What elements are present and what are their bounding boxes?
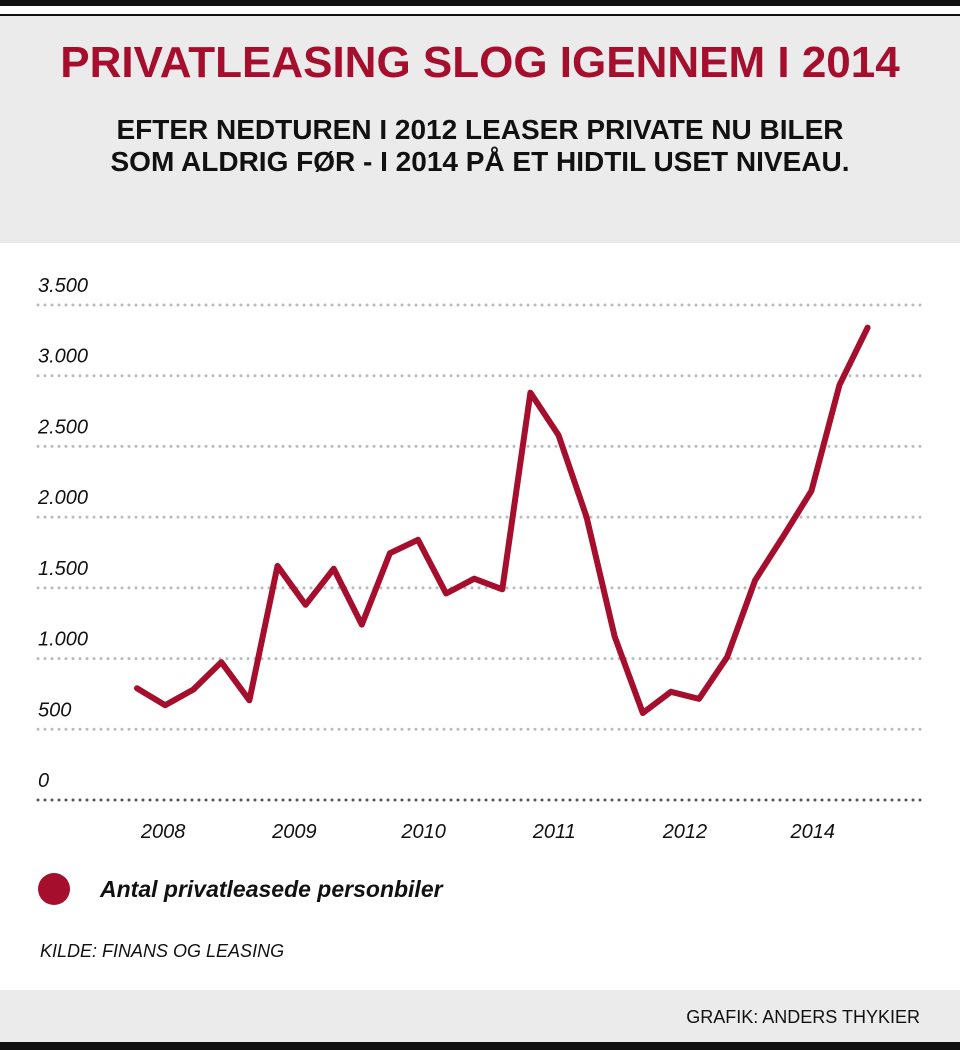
y-tick-label: 0 xyxy=(38,770,49,792)
graphic-credit: GRAFIK: ANDERS THYKIER xyxy=(686,1007,920,1027)
bottom-rule xyxy=(0,1042,960,1050)
legend-label: Antal privatleasede personbiler xyxy=(100,875,443,902)
y-tick-label: 3.500 xyxy=(38,275,88,297)
y-tick-label: 1.000 xyxy=(38,629,88,651)
x-tick-label: 2014 xyxy=(790,821,836,843)
x-tick-label: 2012 xyxy=(662,821,708,843)
source-note: KILDE: FINANS OG LEASING xyxy=(40,941,285,961)
y-tick-label: 2.000 xyxy=(37,487,88,509)
footer-panel: GRAFIK: ANDERS THYKIER xyxy=(0,990,960,1042)
line-chart: 0 500 1.000 1.500 2.000 2.500 3.000 3.500 2008 20… xyxy=(36,275,924,843)
x-tick-label: 2008 xyxy=(140,821,186,843)
y-tick-label: 3.000 xyxy=(38,346,88,368)
x-tick-label: 2009 xyxy=(271,821,317,843)
y-tick-label: 500 xyxy=(38,699,71,721)
y-tick-label: 1.500 xyxy=(38,558,88,580)
chart-subtitle: EFTER NEDTUREN I 2012 LEASER PRIVATE NU … xyxy=(110,114,850,177)
top-rule xyxy=(0,0,960,14)
x-tick-label: 2011 xyxy=(532,821,576,843)
legend-marker xyxy=(38,873,70,905)
y-tick-label: 2.500 xyxy=(37,416,88,438)
x-tick-label: 2010 xyxy=(400,821,446,843)
chart-title: PRIVATLEASING SLOG IGENNEM I 2014 xyxy=(60,38,900,87)
series-line xyxy=(134,324,871,717)
header-panel: PRIVATLEASING SLOG IGENNEM I 2014 EFTER … xyxy=(0,14,960,243)
legend: Antal privatleasede personbiler xyxy=(38,873,443,905)
